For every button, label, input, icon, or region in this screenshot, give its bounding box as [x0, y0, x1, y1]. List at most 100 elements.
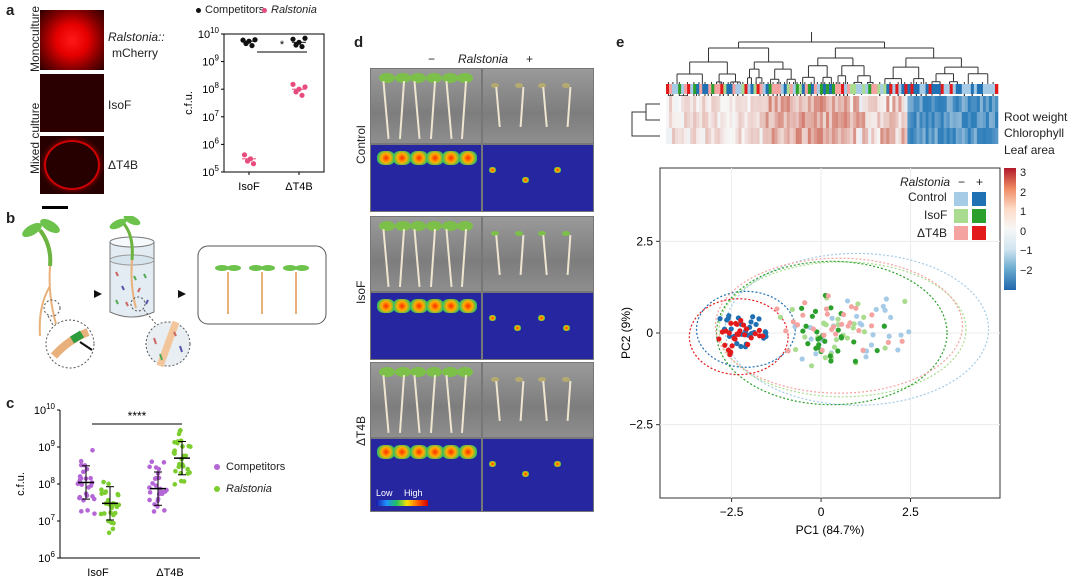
annotation-cell [756, 84, 760, 94]
pca-point [828, 305, 834, 311]
dendrogram-left [631, 103, 660, 137]
annotation-cell [925, 84, 929, 94]
isof-mixed-image [40, 74, 104, 132]
legend-dot [214, 464, 220, 470]
pca-point [880, 303, 886, 309]
heatmap-cell [976, 128, 981, 144]
pca-point [748, 335, 754, 341]
heatmap-cell [943, 96, 947, 112]
heatmap-cell [844, 112, 848, 128]
heatmap-cell [886, 112, 890, 128]
thermal-blob [393, 151, 412, 165]
pca-point [738, 317, 744, 324]
data-point [175, 440, 180, 446]
thermal-blob [377, 445, 395, 459]
seedling-leaf [561, 377, 570, 382]
d-row-isof: IsoF [354, 280, 368, 304]
seedling-leaf [379, 367, 395, 377]
pca-point [810, 326, 817, 332]
annotation-cell [862, 84, 866, 94]
data-point [149, 459, 155, 465]
heatmap-cell [955, 96, 960, 112]
pca-point [863, 354, 869, 360]
heatmap-cell [780, 112, 785, 128]
heatmap-cell [753, 96, 757, 112]
data-point [173, 468, 178, 474]
heatmap-cell [807, 112, 812, 128]
heatmap-cell [994, 96, 999, 112]
heatmap-cell [729, 96, 733, 112]
heatmap-cell [690, 96, 694, 112]
annotation-cell [672, 84, 676, 94]
heatmap-cell [970, 128, 975, 144]
heatmap-cell [889, 96, 893, 112]
photo-plate-1-right [482, 216, 594, 292]
heatmap-cell [672, 112, 676, 128]
data-point [172, 448, 177, 454]
heatmap-cell [819, 96, 824, 112]
pca-point [731, 335, 737, 341]
heatmap-cell [744, 112, 748, 128]
pca-point [833, 331, 839, 337]
heatmap-cell [804, 128, 809, 144]
heatmap-cell [913, 112, 917, 128]
annotation-cell [783, 84, 788, 94]
heatmap-cell [762, 112, 766, 128]
heatmap-cell [789, 112, 794, 128]
heatmap-cell [946, 112, 951, 128]
heatmap-cell [696, 112, 700, 128]
heatmap-cell [762, 96, 766, 112]
legend-label: Competitors [205, 4, 265, 16]
pca-point [750, 314, 756, 320]
data-point [159, 491, 165, 496]
annotation-cell [762, 84, 766, 94]
annotation-cell [964, 84, 969, 94]
heatmap-cell [865, 128, 869, 144]
heatmap-cell [675, 128, 679, 144]
pca-point [790, 319, 796, 325]
y-tick-label: 107 [38, 513, 55, 528]
heatmap-cell [931, 128, 935, 144]
pca-point [789, 306, 795, 313]
thermal-blob [489, 461, 496, 467]
thermal-blob [489, 167, 496, 173]
heatmap-cell [868, 96, 872, 112]
heatmap-cell [850, 96, 854, 112]
heatmap-cell [813, 96, 818, 112]
heatmap-cell [669, 96, 673, 112]
heatmap-cell [841, 128, 845, 144]
heatmap-cell [672, 96, 676, 112]
thermal-blob [521, 177, 529, 183]
data-point [108, 510, 113, 515]
data-point [290, 36, 296, 42]
data-point [147, 490, 153, 495]
heatmap-cell [792, 128, 797, 144]
annotation-cell [874, 84, 878, 94]
seedling-root [413, 375, 421, 433]
heatmap-cell [783, 128, 788, 144]
data-point [250, 161, 257, 167]
heatmap-cell [666, 128, 670, 144]
annotation-cell [904, 84, 908, 94]
heatmap-cell [801, 96, 806, 112]
thermal-blob [393, 445, 412, 459]
heatmap-cell [711, 128, 715, 144]
data-point [115, 491, 121, 497]
annotation-cell [747, 84, 751, 94]
heatmap-cell [955, 128, 960, 144]
heatmap-cell [807, 96, 812, 112]
thermal-blob [409, 445, 428, 459]
heatmap-cell [786, 112, 791, 128]
seedling-root [542, 234, 548, 276]
heatmap-cell [723, 112, 727, 128]
pca-point [800, 328, 806, 334]
annotation-cell [946, 84, 951, 94]
heatmap-cell [967, 128, 972, 144]
heatmap-cell [714, 128, 718, 144]
pca-point [799, 356, 805, 362]
seedling-root [429, 81, 437, 139]
pca-point [728, 326, 734, 332]
legend-a-competitors: Competitors [196, 4, 264, 16]
heatmap-cell [874, 96, 878, 112]
annotation-cell [777, 84, 781, 94]
